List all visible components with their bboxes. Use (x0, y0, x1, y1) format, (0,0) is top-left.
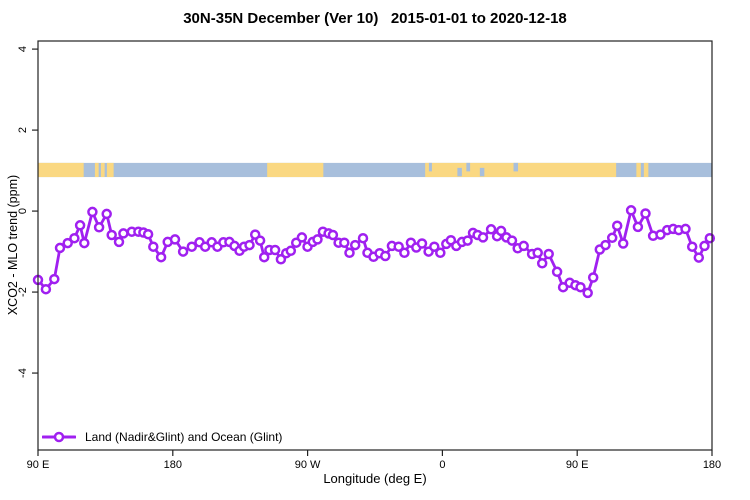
data-point (40, 283, 52, 295)
data-point (142, 228, 154, 240)
data-point (575, 281, 586, 293)
data-point (327, 229, 339, 241)
data-point (269, 244, 281, 256)
data-point (435, 247, 446, 259)
x-tick-label: 180 (164, 459, 182, 471)
map-band-ocean-speck (466, 162, 471, 172)
map-band-ocean-speck (479, 167, 485, 177)
data-point (518, 240, 529, 252)
map-band-land (100, 162, 105, 178)
data-point (632, 221, 644, 233)
data-point (69, 232, 80, 244)
data-point (485, 224, 497, 235)
data-point (244, 239, 255, 251)
map-band-land (106, 162, 114, 178)
data-point (416, 238, 428, 249)
x-tick-label: 90 W (295, 459, 321, 471)
data-point (186, 241, 198, 252)
data-point (74, 220, 86, 231)
data-point (399, 247, 410, 259)
x-tick-label: 90 E (27, 459, 50, 471)
map-band-land (94, 162, 99, 178)
data-point (106, 229, 117, 241)
x-tick-label: 90 E (566, 459, 589, 471)
y-tick-label: 2 (17, 127, 29, 133)
data-point (506, 235, 518, 246)
data-point (148, 241, 159, 252)
data-point (54, 242, 66, 254)
legend-label: Land (Nadir&Glint) and Ocean (Glint) (85, 430, 283, 444)
data-point (312, 234, 323, 245)
map-band-land (425, 162, 617, 178)
x-axis-title: Longitude (deg E) (323, 471, 427, 486)
data-point (606, 232, 618, 244)
plot-frame (37, 40, 713, 451)
y-tick-label: 0 (17, 208, 29, 214)
data-point (93, 222, 105, 233)
data-point (686, 241, 698, 252)
data-point (680, 223, 691, 235)
data-point (429, 241, 440, 252)
data-point (582, 287, 593, 299)
data-point (79, 237, 90, 249)
y-tick-label: -4 (17, 368, 29, 378)
x-tick-label: 180 (703, 459, 721, 471)
y-axis-title: XCO2 - MLO trend (ppm) (6, 174, 20, 316)
data-point (536, 258, 548, 269)
data-point (275, 254, 287, 265)
chart-title: 30N-35N December (Ver 10) 2015-01-01 to … (183, 10, 567, 27)
data-point (339, 237, 350, 248)
map-band-land (636, 162, 641, 178)
data-point (113, 236, 125, 248)
y-tick-label: -2 (17, 287, 29, 297)
data-point (587, 272, 599, 283)
map-band-land (643, 162, 649, 178)
data-point (477, 232, 489, 243)
data-point (285, 245, 297, 257)
legend: Land (Nadir&Glint) and Ocean (Glint) (42, 429, 282, 445)
data-point (101, 208, 112, 220)
data-point (349, 239, 361, 251)
data-point (393, 241, 404, 252)
x-tick-label: 0 (439, 459, 445, 471)
data-point (625, 205, 637, 216)
map-band-ocean-speck (457, 167, 462, 177)
data-point (254, 235, 266, 246)
data-point (532, 247, 543, 259)
y-tick-label: 4 (17, 46, 29, 52)
data-point (118, 228, 129, 239)
data-point (296, 232, 308, 243)
data-point (169, 234, 181, 245)
data-point (551, 266, 563, 278)
data-point (380, 250, 391, 262)
data-point (617, 238, 629, 249)
data-point (543, 248, 554, 260)
map-band-land (38, 162, 84, 178)
map-band-ocean-speck (428, 162, 432, 172)
data-point (462, 235, 473, 246)
data-point (177, 246, 189, 257)
data-point (62, 237, 73, 249)
data-point (495, 225, 507, 237)
data-point (611, 220, 623, 231)
map-band-land (267, 162, 324, 178)
legend-series-marker-icon (42, 431, 76, 443)
data-point (344, 247, 355, 259)
data-point (640, 208, 651, 219)
data-point (155, 251, 167, 263)
data-point (600, 239, 611, 251)
map-band-ocean-speck (513, 162, 519, 172)
data-point (87, 206, 98, 218)
data-point (693, 252, 705, 263)
data-point (258, 251, 270, 263)
data-point (699, 240, 710, 252)
data-point (357, 232, 369, 244)
data-point (49, 273, 60, 285)
